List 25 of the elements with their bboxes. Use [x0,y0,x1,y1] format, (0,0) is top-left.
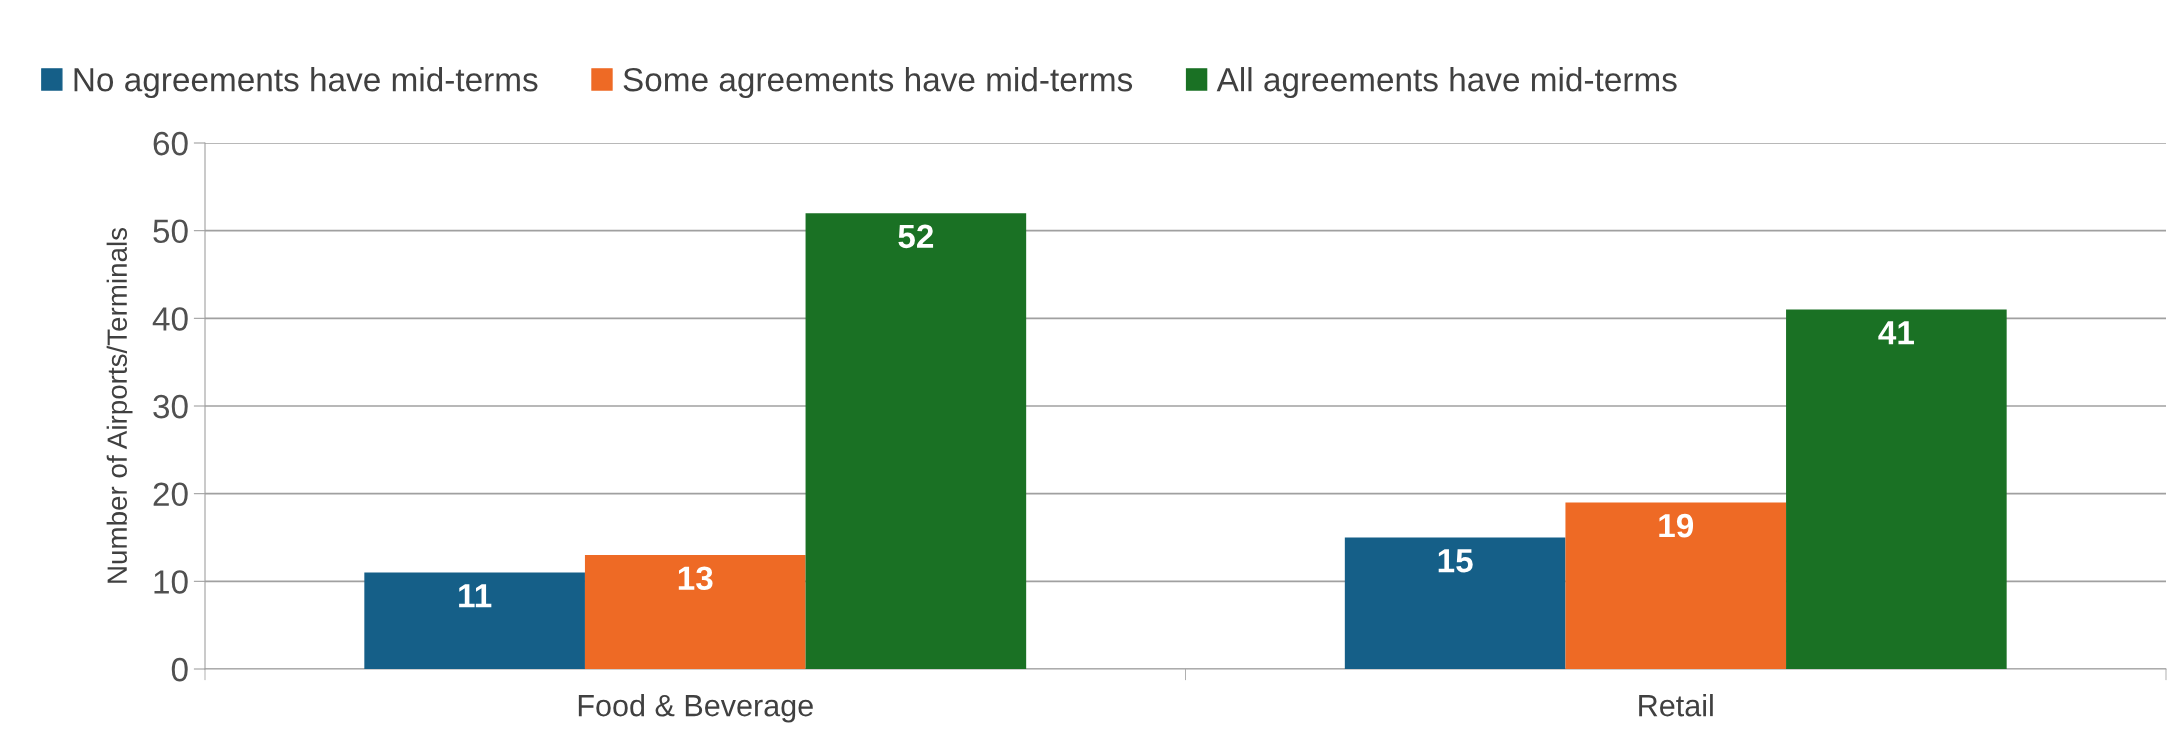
bar [805,213,1027,669]
data-label: 11 [459,584,492,608]
data-label: 15 [1438,549,1473,573]
legend-label: Some agreements have mid-terms [623,67,1133,99]
legend-label: No agreements have mid-terms [74,67,538,99]
bar [364,572,585,669]
y-tick-label: 30 [153,394,188,419]
y-axis-title: Number of Airports/Terminals [106,227,133,583]
y-tick-label: 50 [153,219,188,244]
y-tick-label: 10 [154,570,188,594]
y-tick-label: 60 [153,131,188,156]
data-label: 52 [898,224,934,249]
x-tick-label: Retail [1639,694,1713,717]
bar [584,555,806,669]
bar [1786,309,2007,669]
y-tick-label: 40 [152,307,188,331]
data-label: 19 [1659,513,1694,538]
x-tick-label: Food & Beverage [578,694,813,723]
data-label: 13 [678,566,713,591]
data-label: 41 [1878,321,1914,345]
bar [1344,537,1566,669]
y-tick-label: 20 [153,482,188,507]
bar [1565,502,1787,669]
y-tick-label: 0 [171,657,188,682]
legend-label: All agreements have mid-terms [1216,67,1677,99]
